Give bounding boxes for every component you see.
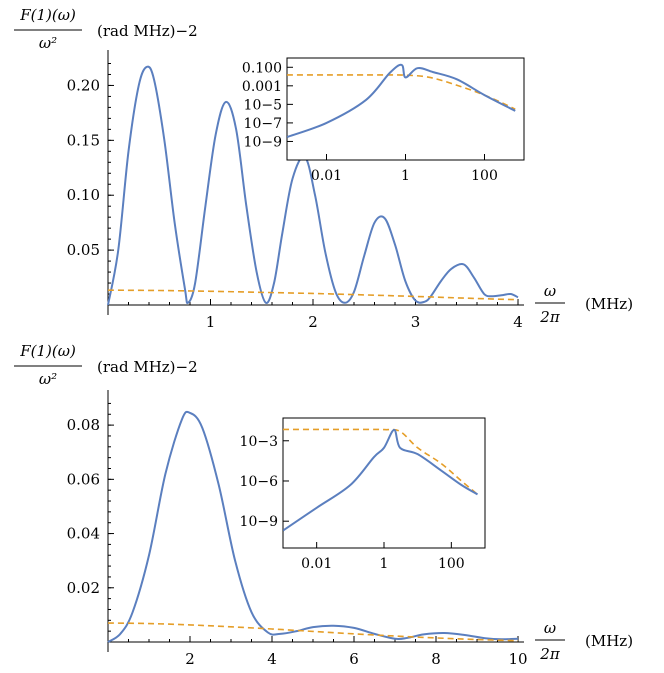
y-label-denominator: ω² <box>39 34 57 52</box>
orange-dashed-series <box>107 289 519 301</box>
inset-y-tick-label: 10−5 <box>244 97 282 113</box>
y-label-denominator: ω² <box>39 370 57 388</box>
inset-plot: 0.01 1 100 10−3 10−6 10−9 <box>240 417 486 572</box>
inset-orange-dashed-series <box>287 74 516 110</box>
y-label-numerator: F(1)(ω) <box>19 6 76 24</box>
inset-curves <box>283 428 479 532</box>
x-unit-label: (MHz) <box>585 632 633 650</box>
inset-y-tick-label: 10−6 <box>240 474 279 490</box>
x-axis-label: ω 2π (MHz) <box>535 282 633 326</box>
x-tick-label: 2 <box>308 313 318 331</box>
y-tick-label: 0.10 <box>67 186 100 204</box>
inset-curves <box>287 63 516 138</box>
y-tick-label: 0.15 <box>67 131 100 149</box>
x-label-denominator: 2π <box>539 308 561 326</box>
inset-x-tick-label: 100 <box>471 168 498 184</box>
y-unit-label: (rad MHz)−2 <box>97 22 198 40</box>
x-tick-label: 6 <box>349 650 359 668</box>
bottom-panel: F(1)(ω) ω² (rad MHz)−2 ω 2π (MHz) 2 4 6 8 10… <box>14 342 633 668</box>
x-axis-label: ω 2π (MHz) <box>535 619 633 663</box>
x-label-numerator: ω <box>544 282 556 300</box>
inset-x-tick-label: 0.01 <box>311 168 342 184</box>
y-tick-label: 0.08 <box>67 416 100 434</box>
inset-x-tick-label: 1 <box>401 168 410 184</box>
x-tick-label: 1 <box>206 313 216 331</box>
blue-solid-series <box>107 410 519 643</box>
inset-y-tick-label: 10−7 <box>244 116 282 132</box>
x-tick-label: 4 <box>267 650 277 668</box>
inset-y-tick-label: 0.100 <box>242 60 282 76</box>
inset-orange-dashed-series <box>283 428 479 496</box>
y-tick-label: 0.02 <box>67 579 100 597</box>
inset-blue-solid-series <box>287 63 516 138</box>
x-tick-label: 2 <box>185 650 195 668</box>
main-axes: 2 4 6 8 10 0.02 0.04 0.06 0.08 <box>67 390 528 668</box>
inset-frame <box>282 417 486 549</box>
y-tick-label: 0.06 <box>67 470 100 488</box>
inset-y-tick-label: 10−9 <box>240 514 278 530</box>
y-tick-label: 0.05 <box>67 241 100 259</box>
x-tick-label: 8 <box>431 650 441 668</box>
inset-x-tick-label: 1 <box>380 556 389 572</box>
y-axis-label: F(1)(ω) ω² (rad MHz)−2 <box>14 6 198 52</box>
top-panel: F(1)(ω) ω² (rad MHz)−2 ω 2π (MHz) 1 2 3 4 0.… <box>14 6 633 331</box>
y-axis-label: F(1)(ω) ω² (rad MHz)−2 <box>14 342 198 388</box>
inset-blue-solid-series <box>283 428 479 532</box>
x-tick-label: 3 <box>411 313 421 331</box>
inset-y-tick-label: 10−9 <box>244 134 282 150</box>
x-tick-label: 4 <box>513 313 523 331</box>
x-label-denominator: 2π <box>539 645 561 663</box>
inset-plot: 0.01 1 100 0.100 0.001 10−5 10−7 10−9 <box>242 57 525 184</box>
y-tick-label: 0.20 <box>67 76 100 94</box>
inset-x-tick-label: 100 <box>438 556 465 572</box>
main-plot-area <box>107 410 519 643</box>
inset-y-tick-label: 0.001 <box>242 79 282 95</box>
inset-x-tick-label: 0.01 <box>301 556 332 572</box>
x-tick-label: 10 <box>508 650 527 668</box>
x-unit-label: (MHz) <box>585 295 633 313</box>
y-label-numerator: F(1)(ω) <box>19 342 76 360</box>
inset-y-tick-label: 10−3 <box>240 434 278 450</box>
y-unit-label: (rad MHz)−2 <box>97 358 198 376</box>
orange-dashed-series <box>107 622 519 642</box>
y-tick-label: 0.04 <box>67 525 100 543</box>
x-label-numerator: ω <box>544 619 556 637</box>
inset-frame <box>286 57 525 161</box>
main-axes: 1 2 3 4 0.05 0.10 0.15 0.20 <box>67 50 524 331</box>
